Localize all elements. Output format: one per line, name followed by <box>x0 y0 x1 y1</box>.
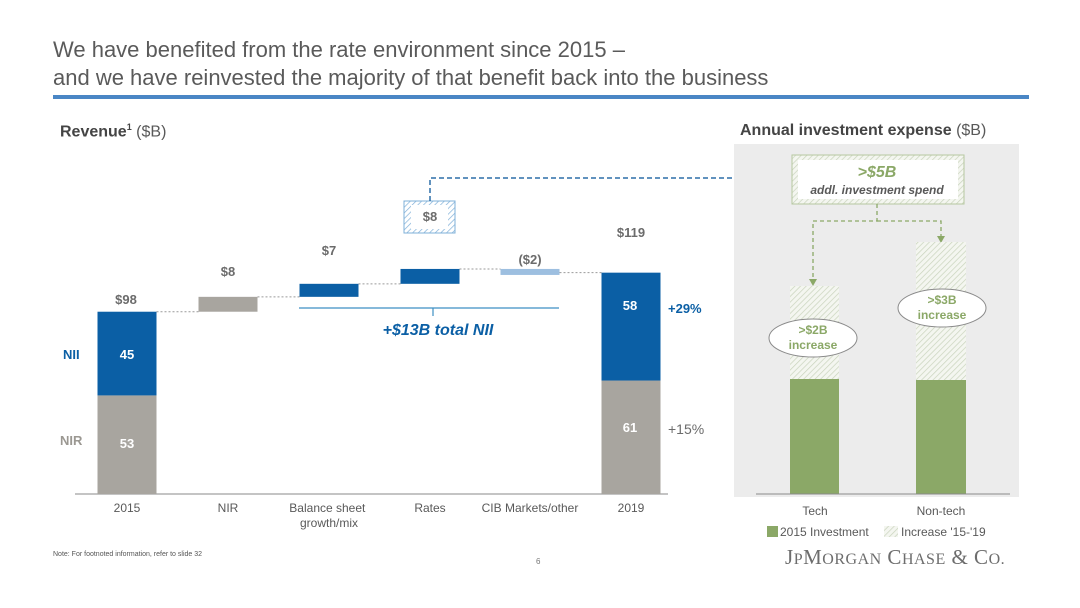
legend-swatch-increase <box>884 526 898 537</box>
rates-highlight-inner <box>411 205 448 229</box>
investment-chart-title: Annual investment expense ($B) <box>740 122 986 140</box>
arrowhead-tech <box>809 279 817 286</box>
callout-arrow-nontech <box>877 220 942 236</box>
label-delta-nir: $8 <box>221 264 235 279</box>
label-total-2019: $119 <box>617 225 645 240</box>
footnote: Note: For footnoted information, refer t… <box>53 551 203 558</box>
label-tech-increase-line1: >$2B <box>798 323 827 337</box>
legend-label-2015: 2015 Investment <box>780 525 869 539</box>
label-nir-growth: +15% <box>668 421 704 437</box>
callout-arrow-tech <box>812 204 878 279</box>
category-2015: 2015 <box>114 501 141 515</box>
label-nii-growth: +29% <box>668 301 702 316</box>
category-balance-sheet: Balance sheet growth/mix <box>289 501 368 530</box>
bar-2015-nii <box>97 311 157 396</box>
category-nontech: Non-tech <box>917 504 966 518</box>
bar-delta-rates <box>400 268 460 284</box>
arrowhead-nontech <box>937 236 945 243</box>
legend-label-increase: Increase '15-'19 <box>901 525 986 539</box>
revenue-chart-title: Revenue1 ($B) <box>60 122 166 141</box>
callout-value: >$5B <box>858 164 897 181</box>
title-line-1: We have benefited from the rate environm… <box>53 37 625 62</box>
legend-swatch-2015 <box>767 526 778 537</box>
category-balance-sheet-line1: Balance sheet <box>289 501 366 515</box>
bar-2019-nir <box>601 380 661 494</box>
bar-tech-2015 <box>790 379 839 494</box>
bar-delta-balance-sheet <box>299 283 359 297</box>
category-tech: Tech <box>802 504 827 518</box>
bar-nontech-2015 <box>916 380 966 494</box>
label-2015-nir: 53 <box>120 436 134 451</box>
waterfall-connectors <box>156 268 602 313</box>
investment-title-bold: Annual investment expense <box>740 122 952 139</box>
revenue-title-footnote: 1 <box>126 122 132 132</box>
callout-inner <box>798 160 958 199</box>
company-logo: JPMORGAN CHASE & CO. <box>785 545 1006 569</box>
investment-title-unit: ($B) <box>951 122 987 139</box>
category-cib-markets: CIB Markets/other <box>482 501 579 515</box>
title-rule <box>53 95 1029 99</box>
slide-title: We have benefited from the rate environm… <box>53 36 1033 92</box>
page-number: 6 <box>536 557 541 566</box>
legend-nii: NII <box>63 347 80 362</box>
ellipse-nontech-increase <box>897 288 987 328</box>
callout-text: addl. investment spend <box>810 183 944 197</box>
revenue-title-unit: ($B) <box>131 123 167 141</box>
category-rates: Rates <box>414 501 445 515</box>
label-nontech-increase-line1: >$3B <box>927 293 956 307</box>
title-line-2: and we have reinvested the majority of t… <box>53 65 769 90</box>
label-delta-balance-sheet: $7 <box>322 243 336 258</box>
category-2019: 2019 <box>618 501 645 515</box>
label-nontech-increase-line2: increase <box>918 308 967 322</box>
bar-delta-nir <box>198 296 258 312</box>
category-balance-sheet-line2: growth/mix <box>300 516 358 530</box>
label-total-nii: +$13B total NII <box>383 322 494 339</box>
label-tech-increase-line2: increase <box>789 338 838 352</box>
label-delta-cib-markets: ($2) <box>518 252 541 267</box>
label-delta-rates: $8 <box>423 209 437 224</box>
revenue-title-bold: Revenue <box>60 123 127 141</box>
bar-delta-cib-markets <box>500 268 560 275</box>
label-total-2015: $98 <box>115 292 137 307</box>
label-2019-nii: 58 <box>623 298 637 313</box>
category-nir: NIR <box>218 501 239 515</box>
ellipse-tech-increase <box>768 318 858 358</box>
bar-2015-nir <box>97 395 157 494</box>
label-2015-nii: 45 <box>120 347 134 362</box>
bar-2019-nii <box>601 272 661 381</box>
legend-nir: NIR <box>60 433 83 448</box>
label-2019-nir: 61 <box>623 420 637 435</box>
